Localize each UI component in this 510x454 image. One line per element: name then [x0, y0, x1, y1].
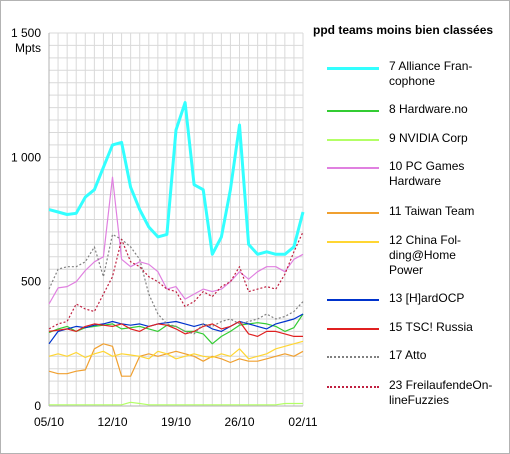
x-tick-label: 05/10 — [34, 415, 64, 429]
series-line — [48, 101, 305, 256]
chart-title: ppd teams moins bien classées — [313, 23, 494, 37]
series-line — [48, 231, 304, 330]
y-tick-label: 1 000 — [11, 150, 41, 164]
series-line — [48, 176, 304, 305]
grid — [48, 32, 304, 407]
y-axis-label: Mpts — [15, 41, 42, 55]
series-line — [48, 343, 304, 377]
series-line — [49, 401, 303, 406]
x-tick-label: 02/11 — [288, 415, 317, 429]
x-tick-label: 19/10 — [161, 415, 191, 429]
series-line — [48, 320, 303, 337]
y-tick-label: 1 500 — [11, 26, 41, 40]
x-tick-label: 26/10 — [224, 415, 254, 429]
x-tick-label: 12/10 — [97, 415, 127, 429]
series-line — [48, 313, 304, 345]
series-lines — [48, 101, 305, 406]
series-line — [48, 340, 304, 360]
series-line — [48, 233, 304, 335]
y-tick-label: 500 — [21, 275, 41, 289]
y-tick-label: 0 — [34, 399, 41, 413]
axes: 0 500 1 000 1 500 05/10 12/10 19/10 26/10 02/11 — [11, 26, 318, 429]
